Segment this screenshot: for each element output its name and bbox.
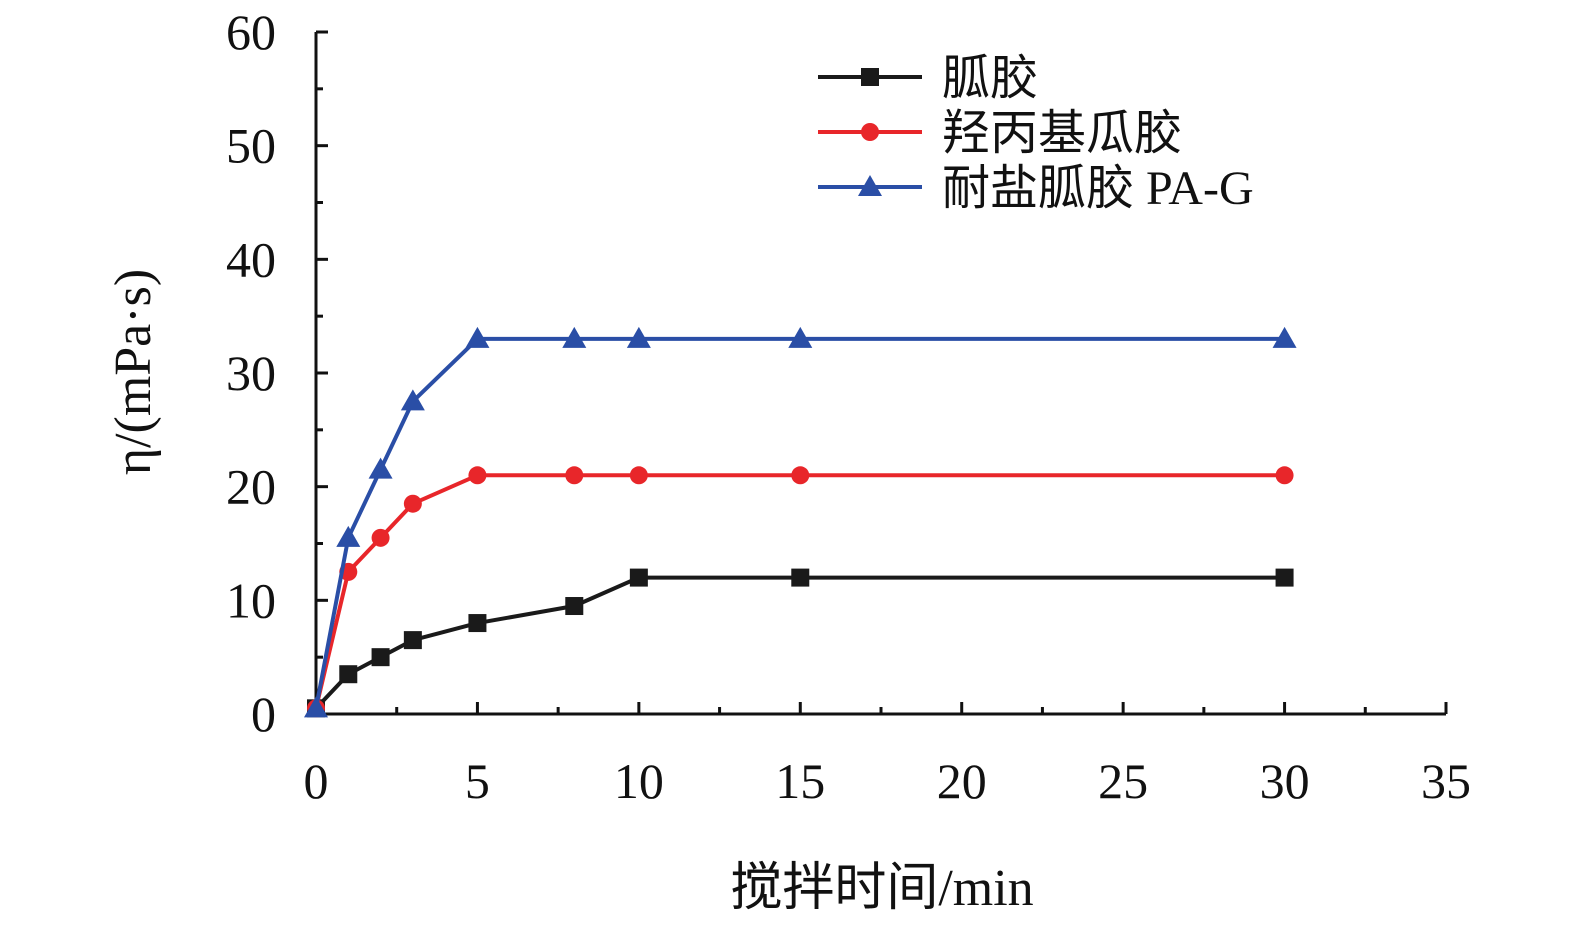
data-point-triangle <box>400 389 425 411</box>
data-point-triangle <box>788 326 813 348</box>
data-point-square <box>791 568 810 587</box>
data-point-circle <box>791 466 810 485</box>
data-point-triangle <box>562 326 587 348</box>
data-point-triangle <box>368 457 393 479</box>
series-2 <box>307 466 1294 718</box>
y-axis-title: η/(mPa·s) <box>105 269 162 475</box>
data-point-triangle <box>858 175 882 196</box>
legend-item: 胍胶 <box>818 52 1038 105</box>
data-point-circle <box>1275 466 1294 485</box>
y-tick-label: 20 <box>226 459 276 515</box>
series-3 <box>304 326 1297 718</box>
ticks: 0 10 20 30 40 50 60 0 5 10 15 20 25 30 35 <box>226 4 1471 809</box>
data-point-circle <box>371 528 390 547</box>
x-tick-label: 5 <box>465 753 490 809</box>
data-point-circle <box>629 466 648 485</box>
data-point-square <box>565 597 584 616</box>
legend-item: 耐盐胍胶 PA-G <box>818 162 1254 215</box>
x-tick-label: 35 <box>1421 753 1471 809</box>
data-point-triangle <box>1272 326 1297 348</box>
x-axis-title: 搅拌时间/min <box>730 860 1033 917</box>
data-point-square <box>468 614 487 633</box>
x-tick-label: 0 <box>304 753 329 809</box>
data-point-square <box>403 631 422 650</box>
data-point-triangle <box>465 326 490 348</box>
series-1 <box>307 568 1294 718</box>
data-point-square <box>339 665 358 684</box>
y-tick-label: 40 <box>226 231 276 287</box>
data-point-circle <box>403 494 422 513</box>
x-tick-label: 30 <box>1260 753 1310 809</box>
legend-label: 耐盐胍胶 PA-G <box>942 162 1254 215</box>
y-tick-label: 0 <box>251 686 276 742</box>
data-point-triangle <box>336 525 361 547</box>
data-point-square <box>861 68 879 86</box>
x-tick-label: 15 <box>775 753 825 809</box>
y-tick-label: 50 <box>226 118 276 174</box>
y-tick-label: 30 <box>226 345 276 401</box>
legend-label: 羟丙基瓜胶 <box>942 107 1182 160</box>
data-point-square <box>1275 568 1294 587</box>
series-layer <box>304 326 1297 718</box>
data-point-circle <box>565 466 584 485</box>
x-tick-label: 10 <box>614 753 664 809</box>
y-tick-label: 60 <box>226 4 276 60</box>
series-line <box>314 473 1285 709</box>
data-point-circle <box>861 123 879 141</box>
data-point-square <box>371 648 390 667</box>
y-tick-label: 10 <box>226 572 276 628</box>
legend-item: 羟丙基瓜胶 <box>818 107 1182 160</box>
x-tick-label: 25 <box>1098 753 1148 809</box>
data-point-triangle <box>304 696 328 718</box>
x-tick-label: 20 <box>937 753 987 809</box>
data-point-square <box>629 568 648 587</box>
series-line <box>314 575 1285 710</box>
data-point-circle <box>468 466 487 485</box>
series-line <box>314 336 1285 709</box>
data-point-triangle <box>626 326 651 348</box>
axes <box>314 32 1446 716</box>
legend-label: 胍胶 <box>942 52 1038 105</box>
